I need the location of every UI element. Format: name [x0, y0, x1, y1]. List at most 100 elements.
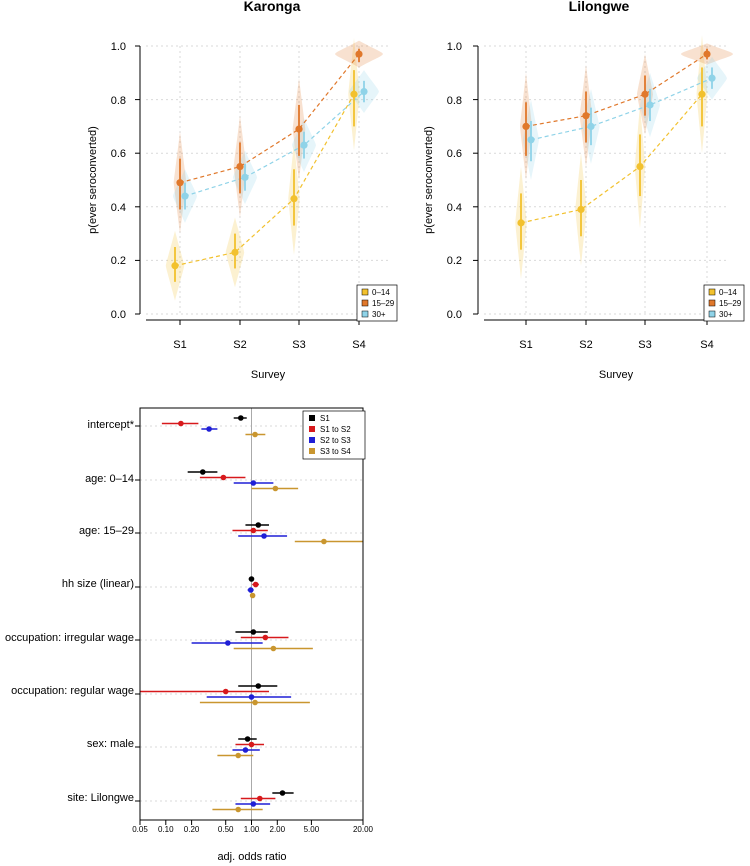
lilongwe-y-ticks: 0.0 0.2 0.4 0.6 0.8 1.0	[447, 41, 462, 321]
karonga-series-lines	[174, 53, 365, 267]
forest-x-tick-label: 5.00	[304, 825, 320, 834]
karonga-axes	[139, 46, 390, 321]
karonga-point-30	[241, 173, 249, 181]
karonga-line-15-29	[179, 53, 360, 184]
forest-point-s1	[199, 469, 206, 475]
forest-point-s2-to-s3	[250, 480, 257, 486]
forest-point-s1	[248, 576, 255, 582]
karonga-y-ticks: 0.0 0.2 0.4 0.6 0.8 1.0	[111, 41, 126, 321]
forest-row-label: sex: male	[87, 738, 134, 750]
karonga-legend: 0–14 15–29 30+	[356, 284, 398, 322]
lilongwe-y-tick: 0.0	[447, 309, 462, 321]
forest-point-s3-to-s4	[252, 699, 258, 706]
forest-row-label: age: 15–29	[79, 525, 134, 537]
forest-point-s1-to-s2	[178, 420, 184, 427]
forest-legend-key-s1	[309, 415, 315, 421]
lilongwe-x-ticks: S1 S2 S3 S4	[519, 339, 713, 351]
forest-point-s1	[279, 790, 286, 796]
lilongwe-point-15-29	[703, 50, 711, 58]
lilongwe-point-30	[646, 101, 654, 109]
lilongwe-legend-label: 0–14	[719, 288, 737, 297]
forest-marks	[140, 415, 363, 813]
karonga-legend-label: 30+	[372, 310, 386, 319]
lilongwe-legend-label: 15–29	[719, 299, 742, 308]
forest-point-s3-to-s4	[235, 752, 242, 759]
forest-row-label: occupation: irregular wage	[5, 632, 134, 644]
lilongwe-line-0-14	[520, 93, 703, 224]
karonga-point-0-14	[171, 262, 179, 270]
forest-point-s2-to-s3	[225, 640, 231, 646]
karonga-violins	[165, 37, 383, 301]
lilongwe-axes	[477, 46, 728, 321]
lilongwe-x-tick: S2	[579, 339, 592, 351]
karonga-point-30	[360, 87, 368, 96]
karonga-point-0-14	[231, 248, 239, 256]
forest-point-s1-to-s2	[222, 688, 229, 695]
karonga-legend-key-15-29	[361, 299, 369, 307]
lilongwe-point-15-29	[582, 112, 590, 120]
forest-point-s1	[244, 736, 251, 742]
lilongwe-point-30	[708, 74, 716, 82]
lilongwe-y-tick: 0.8	[447, 95, 462, 107]
karonga-x-tick: S3	[292, 339, 305, 351]
lilongwe-panel: Lilongwe 0.0 0.2 0.4 0.6 0.8 1.0 S1 S2 S…	[423, 0, 745, 381]
forest-point-s1	[255, 522, 262, 528]
forest-point-s1	[250, 629, 257, 635]
karonga-title: Karonga	[244, 0, 301, 14]
karonga-y-tick: 0.4	[111, 202, 126, 214]
lilongwe-legend-key-15-29	[708, 299, 716, 307]
lilongwe-y-tick: 0.4	[447, 202, 462, 214]
lilongwe-legend-label: 30+	[719, 310, 733, 319]
forest-row-label: occupation: regular wage	[11, 685, 134, 697]
forest-row-label: intercept*	[88, 419, 135, 431]
karonga-line-30	[184, 91, 365, 197]
lilongwe-title: Lilongwe	[569, 0, 630, 14]
forest-legend-label: S3 to S4	[320, 447, 351, 456]
lilongwe-line-15-29	[525, 53, 708, 127]
forest-point-s1	[255, 683, 262, 689]
karonga-point-15-29	[355, 50, 363, 58]
karonga-y-tick: 0.0	[111, 309, 126, 321]
karonga-x-ticks: S1 S2 S3 S4	[173, 339, 365, 351]
karonga-point-15-29	[236, 163, 244, 171]
lilongwe-grid	[473, 45, 728, 325]
forest-point-s1-to-s2	[220, 474, 227, 481]
forest-point-s1-to-s2	[248, 741, 255, 748]
lilongwe-x-tick: S4	[700, 339, 713, 351]
lilongwe-violins	[515, 35, 733, 280]
forest-x-tick-label: 2.00	[270, 825, 286, 834]
lilongwe-point-15-29	[641, 90, 649, 98]
karonga-point-0-14	[350, 90, 358, 98]
forest-point-s1-to-s2	[262, 634, 269, 641]
forest-row-label: hh size (linear)	[62, 578, 134, 590]
forest-point-s1-to-s2	[250, 527, 257, 534]
forest-x-tick-label: 0.20	[184, 825, 200, 834]
karonga-y-tick: 1.0	[111, 41, 126, 53]
lilongwe-point-0-14	[577, 205, 585, 214]
forest-x-tick-label: 1.00	[244, 825, 260, 834]
lilongwe-x-label: Survey	[599, 369, 634, 381]
forest-x-tick-label: 0.05	[132, 825, 148, 834]
forest-legend-key-s3-s4	[309, 448, 315, 454]
karonga-marks	[171, 48, 368, 282]
karonga-y-label: p(ever seroconverted)	[87, 126, 99, 234]
lilongwe-x-tick: S1	[519, 339, 532, 351]
forest-legend-key-s1-s2	[309, 426, 315, 432]
karonga-y-tick: 0.2	[111, 255, 126, 267]
forest-point-s1-to-s2	[252, 581, 259, 588]
forest-point-s1	[237, 415, 244, 421]
karonga-point-30	[300, 141, 308, 149]
forest-legend-key-s2-s3	[309, 437, 315, 443]
forest-x-label: adj. odds ratio	[217, 851, 286, 863]
karonga-legend-label: 0–14	[372, 288, 390, 297]
lilongwe-point-15-29	[522, 122, 530, 130]
karonga-panel: Karonga 0.0 0.2 0.4 0.6 0.8 1.0 S1 S2 S3…	[87, 0, 398, 381]
karonga-point-15-29	[176, 179, 184, 187]
forest-point-s3-to-s4	[252, 431, 258, 438]
lilongwe-point-0-14	[636, 163, 644, 171]
karonga-legend-key-30plus	[361, 310, 369, 318]
forest-row-label: site: Lilongwe	[67, 792, 134, 804]
forest-point-s3-to-s4	[321, 538, 327, 545]
forest-point-s3-to-s4	[272, 485, 279, 492]
